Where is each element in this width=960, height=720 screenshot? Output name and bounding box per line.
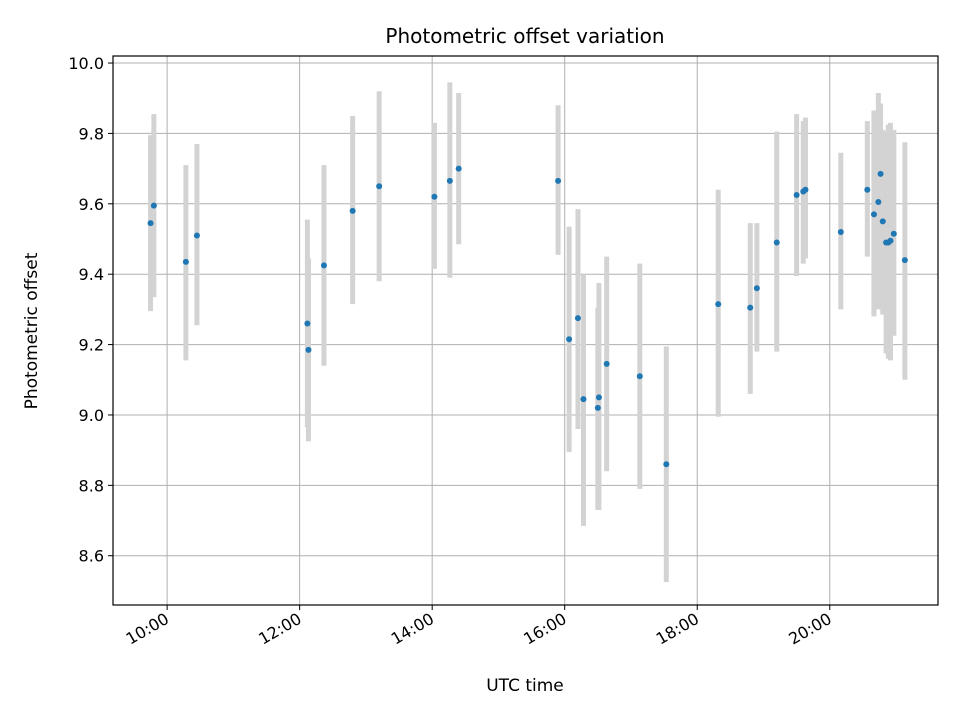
data-point <box>574 315 581 322</box>
data-point <box>793 192 800 199</box>
x-axis-label: UTC time <box>486 676 564 696</box>
data-point <box>147 220 154 227</box>
data-point <box>150 202 157 209</box>
data-point <box>636 373 643 380</box>
data-point <box>864 186 871 193</box>
data-point <box>875 199 882 206</box>
data-point <box>320 262 327 269</box>
data-point <box>773 239 780 246</box>
data-point <box>887 237 894 244</box>
data-point <box>182 258 189 265</box>
data-point <box>431 193 438 200</box>
data-point <box>877 170 884 177</box>
y-tick-label: 9.0 <box>79 406 104 425</box>
data-point <box>837 228 844 235</box>
data-point <box>305 346 312 353</box>
y-tick-label: 9.4 <box>79 265 104 284</box>
data-point <box>455 165 462 172</box>
y-tick-label: 10.0 <box>68 54 104 73</box>
data-point <box>715 301 722 308</box>
y-tick-label: 8.8 <box>79 476 104 495</box>
y-axis: 8.6 8.8 9.0 9.2 9.4 9.6 9.8 10.0 <box>68 54 113 566</box>
data-point <box>193 232 200 239</box>
data-point <box>595 394 602 401</box>
data-point <box>304 320 311 327</box>
chart-title: Photometric offset variation <box>385 24 664 48</box>
y-tick-label: 8.6 <box>79 547 104 566</box>
data-point <box>663 461 670 468</box>
data-point <box>566 336 573 343</box>
data-point <box>879 218 886 225</box>
data-point <box>446 177 453 184</box>
plot-frame <box>112 55 939 606</box>
data-point <box>901 257 908 264</box>
data-point <box>594 404 601 411</box>
data-point <box>753 285 760 292</box>
grid <box>113 56 938 605</box>
data-point <box>802 186 809 193</box>
data-point <box>870 211 877 218</box>
data-point <box>580 396 587 403</box>
data-point <box>603 360 610 367</box>
y-axis-label: Photometric offset <box>22 252 42 409</box>
data-points <box>147 165 908 468</box>
y-tick-label: 9.2 <box>79 336 104 355</box>
data-point <box>890 230 897 237</box>
data-point <box>376 183 383 190</box>
data-point <box>747 304 754 311</box>
y-tick-label: 9.8 <box>79 124 104 143</box>
data-point <box>349 207 356 214</box>
data-point <box>555 177 562 184</box>
y-tick-label: 9.6 <box>79 195 104 214</box>
